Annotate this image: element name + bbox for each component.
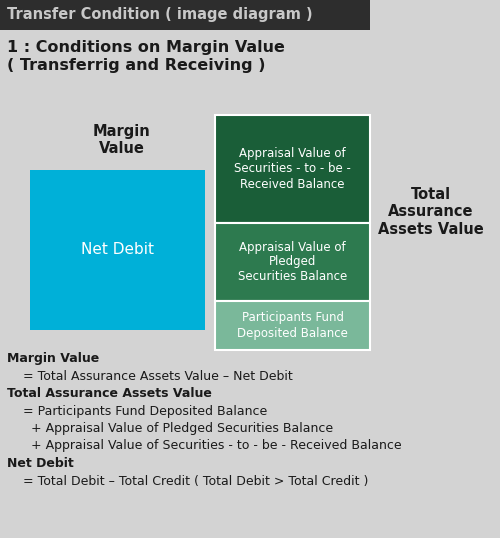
- FancyBboxPatch shape: [215, 223, 370, 301]
- Text: Participants Fund
Deposited Balance: Participants Fund Deposited Balance: [237, 312, 348, 339]
- FancyBboxPatch shape: [215, 301, 370, 350]
- Text: Net Debit: Net Debit: [7, 457, 74, 470]
- FancyBboxPatch shape: [30, 170, 205, 330]
- Text: Transfer Condition ( image diagram ): Transfer Condition ( image diagram ): [7, 8, 312, 23]
- Text: Appraisal Value of
Securities - to - be -
Received Balance: Appraisal Value of Securities - to - be …: [234, 147, 351, 190]
- Text: + Appraisal Value of Securities - to - be - Received Balance: + Appraisal Value of Securities - to - b…: [7, 440, 402, 452]
- Text: Appraisal Value of
Pledged
Securities Balance: Appraisal Value of Pledged Securities Ba…: [238, 240, 347, 284]
- Text: ( Transferrig and Receiving ): ( Transferrig and Receiving ): [7, 58, 266, 73]
- Text: Margin Value: Margin Value: [7, 352, 99, 365]
- Text: Net Debit: Net Debit: [81, 243, 154, 258]
- Text: Total
Assurance
Assets Value: Total Assurance Assets Value: [378, 187, 484, 237]
- Text: = Total Assurance Assets Value – Net Debit: = Total Assurance Assets Value – Net Deb…: [7, 370, 293, 383]
- Text: 1 : Conditions on Margin Value: 1 : Conditions on Margin Value: [7, 40, 285, 55]
- Text: Total Assurance Assets Value: Total Assurance Assets Value: [7, 387, 212, 400]
- FancyBboxPatch shape: [0, 0, 370, 30]
- Text: + Appraisal Value of Pledged Securities Balance: + Appraisal Value of Pledged Securities …: [7, 422, 333, 435]
- Text: = Total Debit – Total Credit ( Total Debit > Total Credit ): = Total Debit – Total Credit ( Total Deb…: [7, 475, 368, 487]
- FancyBboxPatch shape: [215, 115, 370, 223]
- Text: = Participants Fund Deposited Balance: = Participants Fund Deposited Balance: [7, 405, 267, 417]
- Text: Margin
Value: Margin Value: [93, 124, 151, 156]
